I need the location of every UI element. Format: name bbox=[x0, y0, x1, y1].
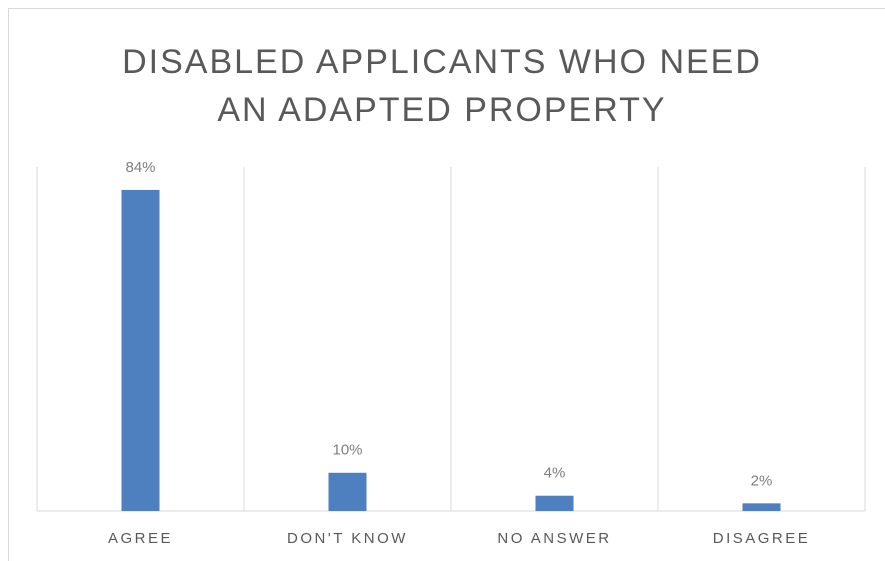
x-tick-label: DON'T KNOW bbox=[287, 530, 408, 547]
data-label: 84% bbox=[125, 159, 155, 176]
bar bbox=[328, 472, 367, 511]
data-label: 10% bbox=[332, 442, 362, 459]
bar bbox=[121, 189, 160, 511]
x-tick-label: DISAGREE bbox=[713, 530, 811, 547]
chart-border bbox=[8, 8, 885, 561]
data-label: 4% bbox=[544, 465, 566, 482]
bar bbox=[742, 503, 781, 511]
data-label: 2% bbox=[751, 472, 773, 489]
x-tick-label: AGREE bbox=[108, 530, 173, 547]
x-tick-label: NO ANSWER bbox=[497, 530, 611, 547]
chart-title: DISABLED APPLICANTS WHO NEED AN ADAPTED … bbox=[122, 43, 762, 129]
bar bbox=[535, 495, 574, 511]
